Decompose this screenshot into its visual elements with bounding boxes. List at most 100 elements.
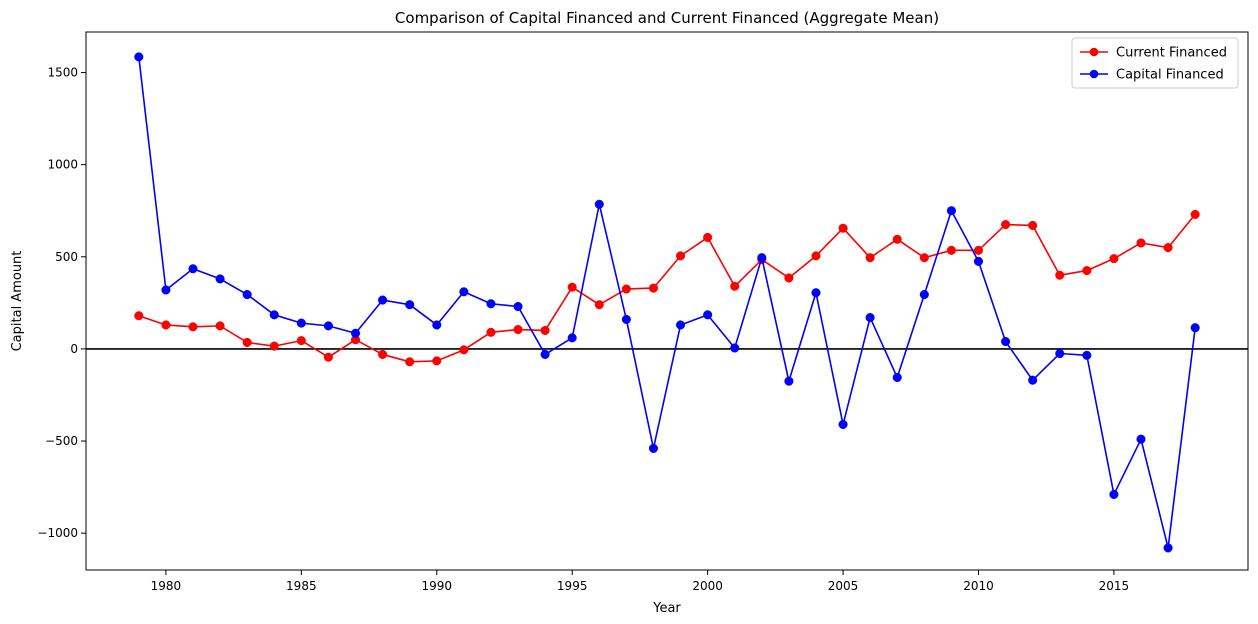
data-point	[486, 327, 496, 337]
data-point	[1190, 323, 1200, 333]
data-point	[432, 356, 442, 366]
data-point	[188, 322, 198, 332]
y-tick-label: −500	[45, 434, 78, 448]
plot-frame	[85, 31, 1249, 571]
data-point	[621, 314, 631, 324]
data-point	[811, 288, 821, 298]
data-point	[486, 299, 496, 309]
data-point	[242, 337, 252, 348]
data-point	[730, 343, 740, 353]
data-point	[567, 282, 577, 292]
data-point	[784, 273, 794, 283]
data-point	[784, 376, 794, 386]
data-point	[1055, 270, 1065, 280]
plot-area: 1980 1985 1990 1995 2000 2005 2010 2015 −1000 −50…	[37, 31, 1249, 593]
data-point	[323, 321, 333, 331]
y-tick-label: 500	[55, 250, 78, 264]
data-point	[1163, 543, 1173, 553]
legend-marker	[1089, 69, 1099, 79]
data-point	[675, 320, 686, 330]
data-point	[1190, 209, 1200, 219]
data-point	[405, 357, 415, 367]
data-point	[892, 372, 902, 383]
data-point	[1109, 489, 1119, 500]
data-point	[865, 313, 875, 323]
legend-marker	[1089, 47, 1099, 57]
legend-box	[1071, 37, 1239, 89]
data-point	[378, 349, 388, 359]
data-point	[1136, 238, 1146, 248]
data-point	[621, 284, 631, 294]
y-tick-label: 0	[70, 342, 78, 356]
data-point	[892, 234, 902, 244]
x-tick-label: 2010	[963, 579, 994, 593]
x-tick-label: 1995	[557, 579, 588, 593]
data-point	[1001, 336, 1011, 347]
data-point	[1028, 375, 1038, 385]
data-point	[838, 223, 848, 233]
data-point	[513, 325, 523, 335]
data-point	[865, 253, 875, 263]
data-point	[134, 52, 144, 62]
data-point	[946, 245, 956, 255]
data-point	[188, 264, 198, 274]
series-line	[138, 213, 1196, 363]
x-axis-title: Year	[652, 601, 681, 616]
data-point	[432, 320, 442, 330]
data-point	[1109, 254, 1119, 264]
data-point	[134, 311, 144, 321]
data-point	[973, 245, 984, 255]
data-point	[161, 320, 171, 330]
data-point	[648, 443, 659, 453]
data-point	[730, 281, 740, 291]
data-point	[242, 290, 252, 300]
data-point	[405, 300, 415, 310]
data-point	[1001, 219, 1011, 230]
x-tick-label: 2000	[692, 579, 723, 593]
x-tick-label: 2005	[828, 579, 859, 593]
data-point	[215, 321, 225, 331]
data-point	[215, 274, 225, 284]
data-point	[1136, 434, 1146, 444]
data-point	[1163, 243, 1173, 253]
data-point	[703, 310, 713, 320]
data-point	[161, 285, 171, 295]
data-point	[919, 290, 929, 300]
legend: Current Financed Capital Financed	[1071, 37, 1239, 89]
data-point	[1055, 348, 1065, 359]
data-point	[811, 251, 821, 261]
data-point	[648, 283, 659, 293]
y-tick-label: 1000	[47, 158, 78, 172]
data-point	[269, 341, 279, 351]
data-point	[459, 287, 469, 297]
data-point	[838, 419, 848, 429]
data-point	[296, 318, 306, 328]
y-tick-label: 1500	[47, 66, 78, 80]
legend-label: Capital Financed	[1116, 68, 1224, 83]
data-point	[973, 256, 984, 266]
data-point	[567, 333, 577, 343]
data-point	[703, 232, 713, 242]
legend-label: Current Financed	[1116, 46, 1227, 61]
data-point	[269, 310, 279, 320]
data-point	[459, 345, 469, 355]
series-line	[138, 56, 1196, 549]
data-point	[1028, 220, 1038, 231]
x-tick-label: 1990	[421, 579, 452, 593]
data-point	[919, 253, 929, 263]
data-point	[594, 199, 604, 209]
x-tick-label: 1985	[286, 579, 317, 593]
data-point	[757, 253, 767, 263]
data-point	[946, 206, 956, 216]
data-point	[296, 336, 306, 346]
data-point	[675, 251, 686, 261]
y-tick-label: −1000	[37, 526, 78, 540]
series-current-financed	[134, 209, 1200, 367]
data-point	[594, 300, 604, 310]
data-point	[540, 325, 550, 336]
series-capital-financed	[134, 52, 1200, 553]
x-tick-label: 1980	[151, 579, 182, 593]
data-point	[540, 349, 550, 359]
data-point	[323, 352, 333, 362]
